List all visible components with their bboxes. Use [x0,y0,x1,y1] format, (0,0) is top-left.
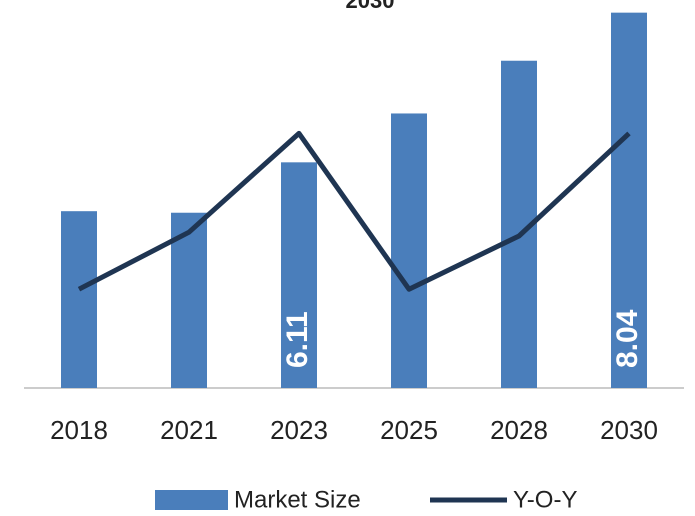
legend-label: Y-O-Y [513,486,577,513]
bar [611,12,647,388]
line [77,130,631,292]
x-tick-label: 2021 [160,415,218,445]
x-tick-label: 2028 [490,415,548,445]
x-tick-label: 2030 [600,415,658,445]
x-tick-label: 2023 [270,415,328,445]
bar [171,212,207,388]
bar-value-label: 8.04 [611,309,644,368]
x-tick-label: 2025 [380,415,438,445]
legend-swatch [155,490,228,510]
bar [391,113,427,388]
bar-value-label: 6.11 [281,311,314,368]
bar [61,211,97,388]
x-tick-label: 2018 [50,415,108,445]
chart-title: 2030 [346,0,395,13]
legend-label: Market Size [234,486,361,513]
bar [281,162,317,388]
